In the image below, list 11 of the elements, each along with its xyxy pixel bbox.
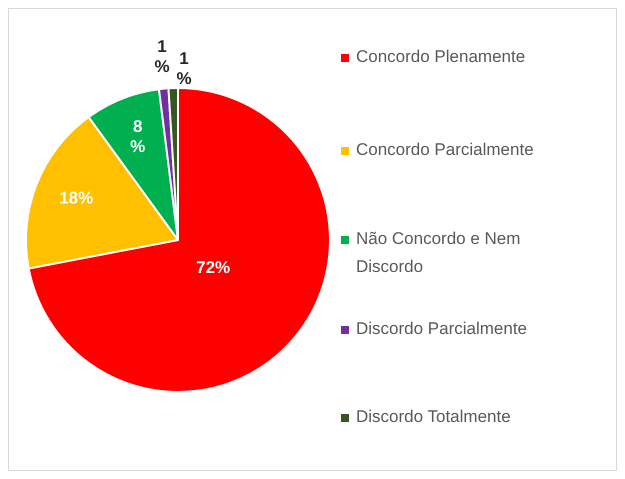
data-label: 18% [59,189,94,208]
data-label: 72% [196,258,230,278]
legend-label: Discordo Parcialmente [356,319,528,338]
data-label: 1 % [154,37,170,76]
legend-label: Concordo Plenamente [356,47,526,66]
pie-slice [28,87,331,393]
legend-label: Não Concordo e Nem Discordo [356,229,520,276]
legend-label: Concordo Parcialmente [356,140,534,160]
data-label: 1 % [176,49,192,88]
legend-label: Discordo Totalmente [356,407,511,426]
data-label: 8 % [130,118,146,157]
